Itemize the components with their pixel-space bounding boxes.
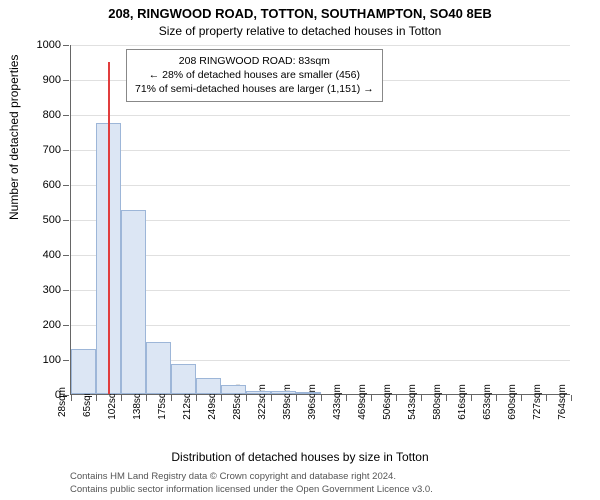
y-tick [63, 290, 69, 291]
y-tick [63, 80, 69, 81]
plot-area: 0100200300400500600700800900100028sqm65s… [70, 45, 570, 395]
histogram-bar [146, 342, 171, 395]
histogram-bar [196, 378, 221, 394]
y-tick [63, 185, 69, 186]
footer-line-1: Contains HM Land Registry data © Crown c… [70, 471, 433, 483]
x-tick [421, 395, 422, 401]
x-tick [296, 395, 297, 401]
y-tick-label: 1000 [37, 39, 61, 51]
x-tick-label: 506sqm [382, 384, 393, 420]
annotation-line-2: ← 28% of detached houses are smaller (45… [135, 68, 374, 82]
histogram-bar [221, 385, 246, 394]
x-tick [71, 395, 72, 401]
x-tick-label: 396sqm [307, 384, 318, 420]
x-tick [146, 395, 147, 401]
x-tick [346, 395, 347, 401]
x-tick-label: 690sqm [507, 384, 518, 420]
y-tick-label: 800 [43, 109, 61, 121]
x-tick-label: 28sqm [57, 387, 68, 417]
x-tick [221, 395, 222, 401]
footer-attribution: Contains HM Land Registry data © Crown c… [70, 471, 433, 496]
x-tick-label: 764sqm [557, 384, 568, 420]
y-tick-label: 900 [43, 74, 61, 86]
y-tick [63, 115, 69, 116]
histogram-bar [296, 392, 321, 394]
chart-container: 208, RINGWOOD ROAD, TOTTON, SOUTHAMPTON,… [0, 0, 600, 500]
annotation-box: 208 RINGWOOD ROAD: 83sqm ← 28% of detach… [126, 49, 383, 102]
histogram-bar [171, 364, 196, 394]
x-tick [396, 395, 397, 401]
y-axis-label: Number of detached properties [7, 55, 21, 220]
y-tick-label: 600 [43, 179, 61, 191]
x-tick-label: 616sqm [457, 384, 468, 420]
x-tick [121, 395, 122, 401]
y-tick-label: 500 [43, 214, 61, 226]
x-tick [571, 395, 572, 401]
x-tick [471, 395, 472, 401]
y-tick-label: 200 [43, 319, 61, 331]
x-tick [371, 395, 372, 401]
histogram-bar [121, 210, 146, 394]
histogram-bar [271, 391, 296, 395]
x-tick [96, 395, 97, 401]
footer-line-2: Contains public sector information licen… [70, 484, 433, 496]
x-tick-label: 580sqm [432, 384, 443, 420]
x-tick-label: 653sqm [482, 384, 493, 420]
y-tick-label: 400 [43, 249, 61, 261]
annotation-line-3: 71% of semi-detached houses are larger (… [135, 82, 374, 96]
grid-line [71, 185, 570, 186]
x-tick [446, 395, 447, 401]
y-tick [63, 45, 69, 46]
property-marker-line [108, 62, 110, 395]
annotation-line-1: 208 RINGWOOD ROAD: 83sqm [135, 54, 374, 68]
x-tick [196, 395, 197, 401]
x-tick [496, 395, 497, 401]
grid-line [71, 150, 570, 151]
x-tick [546, 395, 547, 401]
grid-line [71, 115, 570, 116]
x-tick-label: 543sqm [407, 384, 418, 420]
y-tick-label: 300 [43, 284, 61, 296]
x-tick-label: 727sqm [532, 384, 543, 420]
x-tick [271, 395, 272, 401]
y-tick [63, 150, 69, 151]
x-tick [521, 395, 522, 401]
x-tick [321, 395, 322, 401]
y-tick-label: 700 [43, 144, 61, 156]
x-tick-label: 469sqm [357, 384, 368, 420]
y-tick [63, 360, 69, 361]
histogram-bar [246, 391, 271, 395]
x-tick [246, 395, 247, 401]
y-tick [63, 325, 69, 326]
histogram-bar [71, 349, 96, 395]
y-tick-label: 100 [43, 354, 61, 366]
chart-title-sub: Size of property relative to detached ho… [0, 24, 600, 38]
grid-line [71, 45, 570, 46]
x-tick [171, 395, 172, 401]
y-tick [63, 255, 69, 256]
x-tick-label: 433sqm [332, 384, 343, 420]
x-axis-label: Distribution of detached houses by size … [0, 450, 600, 464]
y-tick [63, 220, 69, 221]
chart-title-main: 208, RINGWOOD ROAD, TOTTON, SOUTHAMPTON,… [0, 6, 600, 21]
